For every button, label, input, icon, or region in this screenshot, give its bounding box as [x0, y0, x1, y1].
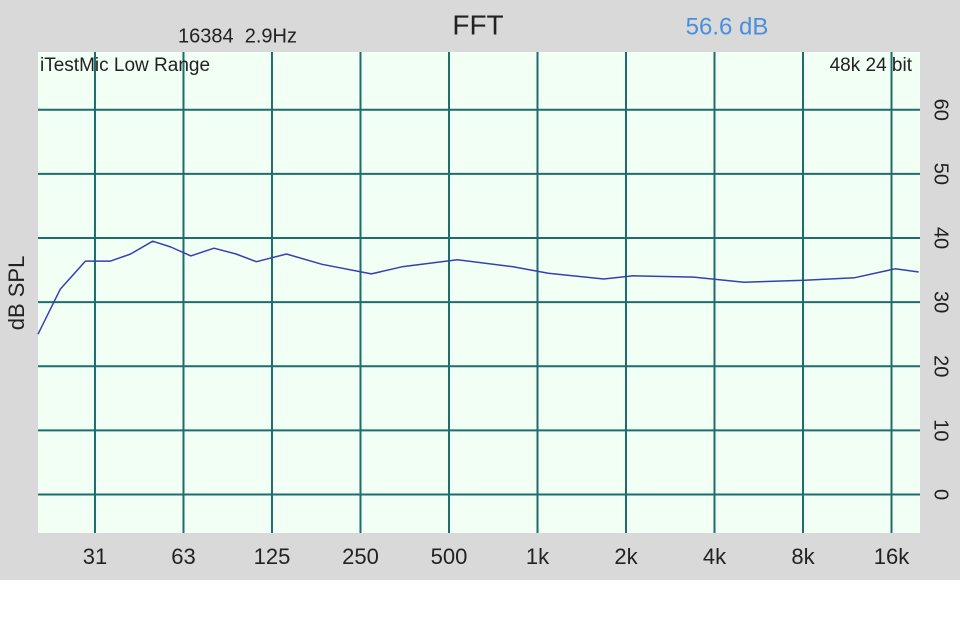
- chart-title: FFT: [452, 9, 503, 40]
- x-tick-label: 125: [254, 544, 291, 569]
- y-axis-label: dB SPL: [4, 256, 29, 331]
- y-tick-label: 0: [930, 489, 952, 500]
- y-tick-label: 60: [930, 99, 952, 121]
- x-tick-label: 63: [171, 544, 195, 569]
- x-tick-label: 31: [83, 544, 107, 569]
- x-tick-label: 8k: [791, 544, 815, 569]
- x-tick-label: 250: [342, 544, 379, 569]
- plot-background: [38, 52, 920, 533]
- y-tick-label: 50: [930, 163, 952, 185]
- x-tick-label: 500: [431, 544, 468, 569]
- format-label: 48k 24 bit: [830, 55, 913, 76]
- y-tick-label: 10: [930, 419, 952, 441]
- y-tick-label: 30: [930, 291, 952, 313]
- x-tick-label: 4k: [703, 544, 727, 569]
- level-readout[interactable]: 56.6 dB: [686, 13, 769, 40]
- y-tick-label: 20: [930, 355, 952, 377]
- y-tick-label: 40: [930, 227, 952, 249]
- x-tick-label: 1k: [526, 544, 550, 569]
- grid: [38, 52, 920, 533]
- x-tick-label: 2k: [614, 544, 638, 569]
- device-label: iTestMic Low Range: [40, 55, 210, 76]
- fft-resolution: 16384 2.9Hz: [178, 25, 297, 47]
- x-tick-label: 16k: [874, 544, 910, 569]
- plot: [37, 240, 919, 335]
- spectrum-line: [37, 240, 919, 335]
